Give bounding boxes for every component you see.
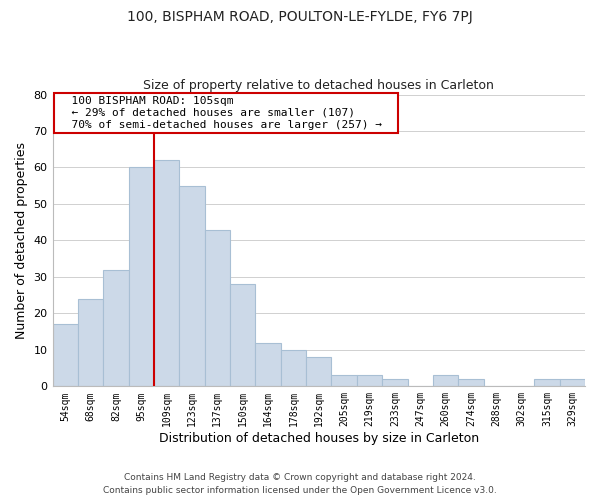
X-axis label: Distribution of detached houses by size in Carleton: Distribution of detached houses by size … xyxy=(159,432,479,445)
Bar xyxy=(534,379,560,386)
Bar xyxy=(306,357,331,386)
Bar xyxy=(128,168,154,386)
Title: Size of property relative to detached houses in Carleton: Size of property relative to detached ho… xyxy=(143,79,494,92)
Text: 100, BISPHAM ROAD, POULTON-LE-FYLDE, FY6 7PJ: 100, BISPHAM ROAD, POULTON-LE-FYLDE, FY6… xyxy=(127,10,473,24)
Bar xyxy=(331,376,357,386)
Bar xyxy=(230,284,256,386)
Bar xyxy=(382,379,407,386)
Bar xyxy=(179,186,205,386)
Bar xyxy=(103,270,128,386)
Bar xyxy=(256,342,281,386)
Bar xyxy=(53,324,78,386)
Bar xyxy=(78,299,103,386)
Bar xyxy=(154,160,179,386)
Bar xyxy=(458,379,484,386)
Text: 100 BISPHAM ROAD: 105sqm
  ← 29% of detached houses are smaller (107)
  70% of s: 100 BISPHAM ROAD: 105sqm ← 29% of detach… xyxy=(58,96,395,130)
Bar xyxy=(560,379,585,386)
Bar xyxy=(281,350,306,387)
Bar xyxy=(433,376,458,386)
Y-axis label: Number of detached properties: Number of detached properties xyxy=(15,142,28,339)
Bar xyxy=(357,376,382,386)
Bar xyxy=(205,230,230,386)
Text: Contains HM Land Registry data © Crown copyright and database right 2024.
Contai: Contains HM Land Registry data © Crown c… xyxy=(103,474,497,495)
